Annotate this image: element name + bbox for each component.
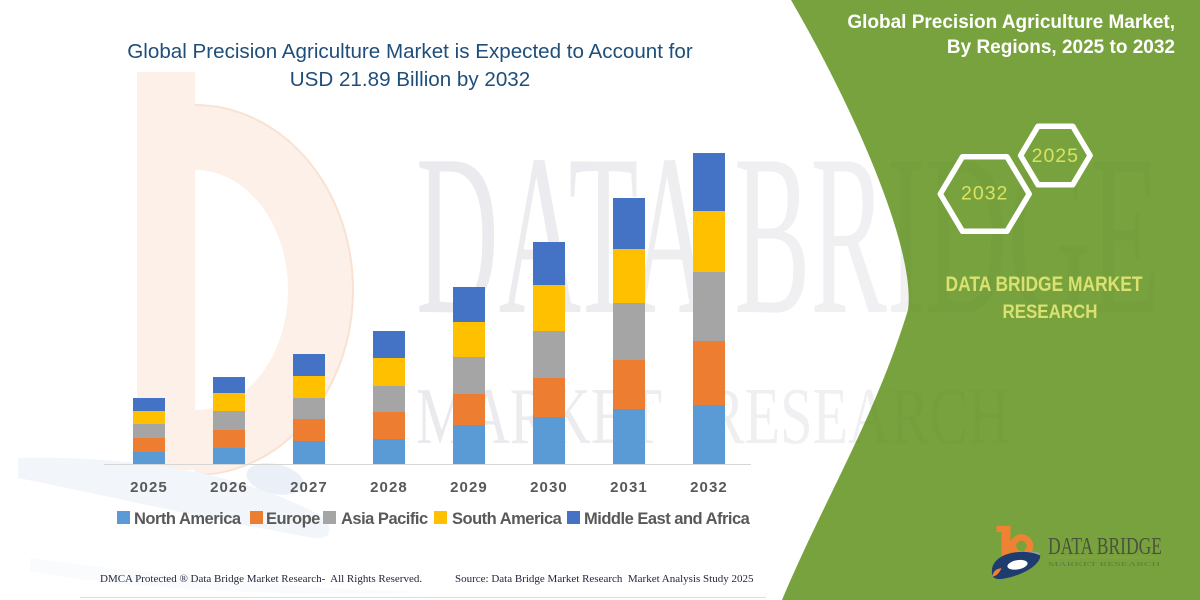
svg-text:2032: 2032 xyxy=(961,183,1008,205)
svg-text:DATA BRIDGE MARKET: DATA BRIDGE MARKET xyxy=(946,273,1143,296)
svg-text:2025: 2025 xyxy=(1032,145,1079,167)
svg-text:DATA BRIDGE: DATA BRIDGE xyxy=(1048,534,1162,560)
svg-text:RESEARCH: RESEARCH xyxy=(1003,301,1098,323)
svg-text:MARKET RESEARCH: MARKET RESEARCH xyxy=(1048,561,1161,568)
